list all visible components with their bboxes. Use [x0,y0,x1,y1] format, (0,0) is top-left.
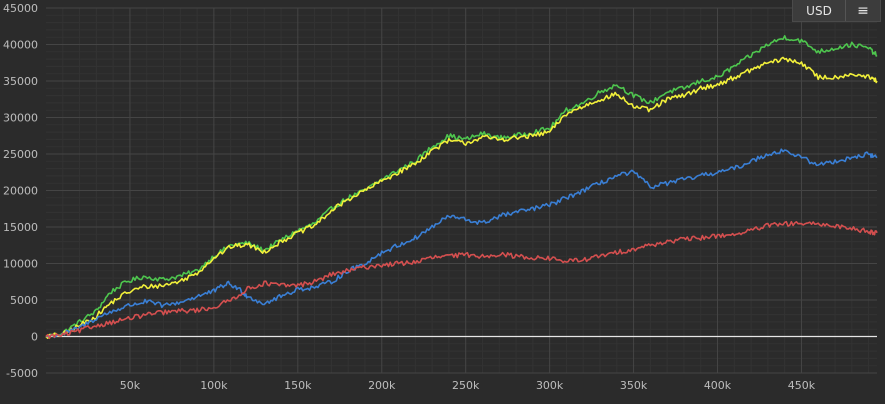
y-tick-label: 25000 [3,148,38,161]
x-tick-label: 400k [704,379,732,392]
x-tick-label: 450k [788,379,816,392]
x-tick-label: 350k [620,379,648,392]
x-tick-label: 150k [284,379,312,392]
major-gridlines [46,7,877,374]
series-line-1 [45,35,878,338]
x-tick-label: 100k [200,379,228,392]
hamburger-menu-button[interactable]: ≡ [846,0,880,21]
hamburger-menu-icon: ≡ [857,2,869,19]
y-tick-label: 15000 [3,221,38,234]
series-line-4 [45,220,878,340]
series-line-2 [45,56,878,339]
y-axis-tick-labels: -5000 0 5000 10000 15000 20000 25000 30000 35000… [3,2,38,380]
x-tick-label: 250k [452,379,480,392]
series-line-3 [45,148,878,339]
y-tick-label: 30000 [3,112,38,125]
x-tick-label: 200k [368,379,396,392]
currency-button[interactable]: USD [793,0,846,21]
series-lines [45,35,878,340]
y-tick-label: 10000 [3,258,38,271]
y-tick-label: 5000 [10,294,38,307]
y-tick-label: 20000 [3,185,38,198]
x-tick-label: 50k [120,379,141,392]
y-tick-label: 35000 [3,75,38,88]
x-tick-label: 300k [536,379,564,392]
currency-label: USD [806,3,832,18]
y-tick-label: -5000 [6,367,38,380]
chart-toolbar: USD ≡ [792,0,881,22]
y-tick-label: 40000 [3,39,38,52]
y-tick-label: 45000 [3,2,38,15]
y-tick-label: 0 [31,331,38,344]
x-axis-tick-labels: 50k 100k 150k 200k 250k 300k 350k 400k 450k [120,379,816,392]
